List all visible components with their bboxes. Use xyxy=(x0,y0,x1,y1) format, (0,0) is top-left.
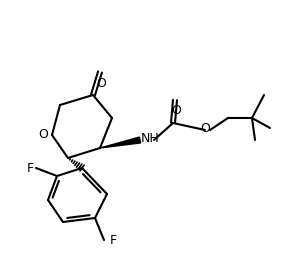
Text: O: O xyxy=(96,77,106,90)
Text: O: O xyxy=(200,123,210,135)
Text: NH: NH xyxy=(141,133,160,146)
Text: F: F xyxy=(27,162,34,174)
Polygon shape xyxy=(100,137,141,148)
Text: O: O xyxy=(38,127,48,141)
Text: O: O xyxy=(171,104,181,117)
Text: F: F xyxy=(110,233,117,246)
